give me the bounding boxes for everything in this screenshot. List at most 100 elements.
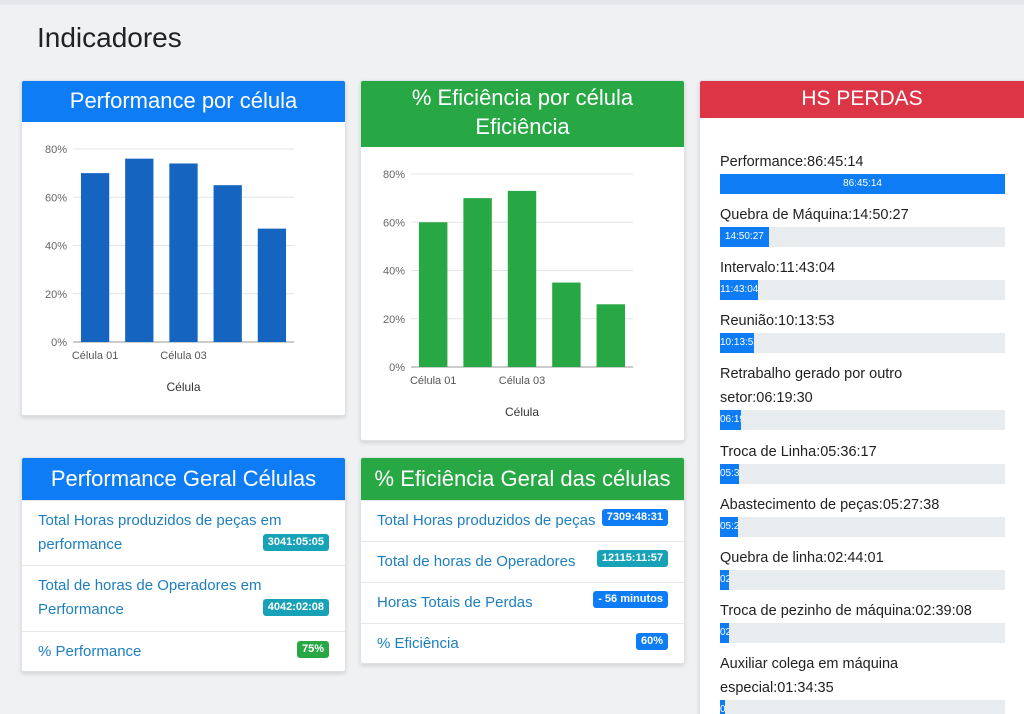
chart-bar[interactable] [463,198,492,367]
perda-progress-fill: 06:19:30 [720,410,741,430]
performance-bar-chart: 0% 20% 40% 60% 80% Célula 01 Célula 03 Célula [45,144,294,394]
list-item[interactable]: % Performance 75% [22,631,345,671]
perda-label: Intervalo:11:43:04 [720,256,1005,280]
efficiency-chart-header: % Eficiência por célula Eficiência [361,81,684,147]
y-tick-label: 0% [389,362,405,374]
chart-bar[interactable] [80,173,110,342]
value-badge: 3041:05:05 [262,534,329,551]
y-tick-label: 0% [51,337,67,349]
list-item-label: % Performance [38,643,142,660]
perda-label: Troca de Linha:05:36:17 [720,440,1005,464]
perda-progress-fill: 14:50:27 [720,227,769,247]
chart-bar[interactable] [257,228,287,342]
value-badge: 7309:48:31 [601,509,668,526]
list-item[interactable]: % Eficiência 60% [361,623,684,663]
efficiency-bar-chart: 0% 20% 40% 60% 80% Célula 01 Célula 03 Célula [383,169,633,419]
list-item[interactable]: Horas Totais de Perdas - 56 minutos [361,582,684,623]
x-tick-label: Célula 03 [499,375,545,387]
hs-perdas-header: HS PERDAS [700,81,1024,118]
list-item-label: Total Horas produzidos de peças [377,512,596,529]
perda-progress-bar: 05:36:17 [720,464,1005,484]
y-tick-label: 40% [45,241,67,253]
perda-item: Performance:86:45:14 86:45:14 [720,150,1005,194]
value-badge: - 56 minutos [593,591,668,608]
perda-item: Abastecimento de peças:05:27:38 05:27:38 [720,493,1005,537]
chart-bar[interactable] [552,282,581,367]
list-item-label: Total Horas produzidos de peças em perfo… [38,512,282,553]
perda-label: Retrabalho gerado por outro setor:06:19:3… [720,362,1005,410]
chart-bar[interactable] [169,163,198,342]
perda-progress-bar: 11:43:04 [720,280,1005,300]
y-tick-label: 60% [45,192,67,204]
efficiency-chart-card: % Eficiência por célula Eficiência 0% 20%… [360,80,685,441]
perda-label: Reunião:10:13:53 [720,309,1005,333]
perda-progress-bar: 06:19:30 [720,410,1005,430]
eficiencia-geral-header: % Eficiência Geral das células [361,458,684,500]
perda-item: Quebra de Máquina:14:50:27 14:50:27 [720,203,1005,247]
list-item[interactable]: Total de horas de Operadores em Performa… [22,565,345,631]
perda-progress-fill: 10:13:53 [720,333,754,353]
list-item[interactable]: Total Horas produzidos de peças em perfo… [22,500,345,565]
chart-bar[interactable] [213,185,242,342]
perda-item: Troca de pezinho de máquina:02:39:08 02:3… [720,599,1005,643]
perda-progress-fill: 01:34:35 [720,700,726,714]
perda-label: Quebra de linha:02:44:01 [720,546,1005,570]
x-tick-label: Célula 01 [410,375,456,387]
chart-bar[interactable] [125,158,154,342]
perda-label: Abastecimento de peças:05:27:38 [720,493,1005,517]
perda-progress-bar: 05:27:38 [720,517,1005,537]
perda-progress-bar: 02:39:08 [720,623,1005,643]
perda-progress-bar: 14:50:27 [720,227,1005,247]
list-item-label: Total de horas de Operadores em Performa… [38,577,262,618]
perda-item: Auxiliar colega em máquina especial:01:34… [720,652,1005,714]
chart-bar[interactable] [507,190,537,367]
perda-progress-fill: 05:36:17 [720,464,739,484]
perda-label-line: Intervalo:11:43:04 [720,260,836,276]
y-tick-label: 20% [45,289,67,301]
perda-label: Performance:86:45:14 [720,150,1005,174]
perda-label: Quebra de Máquina:14:50:27 [720,203,1005,227]
perda-label-line: especial:01:34:35 [720,680,834,696]
perda-label-line: Performance:86:45:14 [720,154,864,170]
perda-progress-fill: 02:44:01 [720,570,730,590]
value-badge: 75% [296,641,329,658]
perda-label-line: Troca de Linha:05:36:17 [720,444,877,460]
y-tick-label: 60% [383,217,405,229]
perda-label: Troca de pezinho de máquina:02:39:08 [720,599,1005,623]
perda-progress-fill: 86:45:14 [720,174,1005,194]
perda-label-line: Quebra de Máquina:14:50:27 [720,207,909,223]
perda-item: Reunião:10:13:53 10:13:53 [720,309,1005,353]
page-title: Indicadores [37,22,182,53]
list-item-label: % Eficiência [377,635,459,652]
performance-geral-header: Performance Geral Células [22,458,345,500]
efficiency-chart-subtitle: Eficiência [475,114,570,139]
y-tick-label: 80% [45,144,67,156]
perda-label-line: Retrabalho gerado por outro [720,366,903,382]
x-axis-label: Célula [166,380,200,394]
chart-bar[interactable] [596,304,626,367]
perda-label-line: Reunião:10:13:53 [720,313,835,329]
perda-progress-bar: 86:45:14 [720,174,1005,194]
perda-item: Quebra de linha:02:44:01 02:44:01 [720,546,1005,590]
perda-progress-fill: 05:27:38 [720,517,738,537]
perda-item: Troca de Linha:05:36:17 05:36:17 [720,440,1005,484]
list-item[interactable]: Total de horas de Operadores 12115:11:57 [361,541,684,582]
perda-label-line: setor:06:19:30 [720,390,813,406]
list-item[interactable]: Total Horas produzidos de peças 7309:48:… [361,500,684,541]
perda-label-line: Troca de pezinho de máquina:02:39:08 [720,603,972,619]
list-item-label: Total de horas de Operadores [377,553,576,570]
perda-progress-fill: 02:39:08 [720,623,729,643]
x-tick-label: Célula 03 [160,350,206,362]
y-tick-label: 40% [383,266,405,278]
performance-chart-header: Performance por célula [22,81,345,122]
x-tick-label: Célula 01 [72,350,118,362]
perda-label: Auxiliar colega em máquina especial:01:34… [720,652,1005,700]
perda-progress-fill: 11:43:04 [720,280,759,300]
y-tick-label: 80% [383,169,405,181]
perda-progress-bar: 01:34:35 [720,700,1005,714]
perda-item: Intervalo:11:43:04 11:43:04 [720,256,1005,300]
chart-bar[interactable] [418,222,448,367]
efficiency-chart-title: % Eficiência por célula [411,85,634,110]
perda-label-line: Quebra de linha:02:44:01 [720,550,884,566]
y-tick-label: 20% [383,314,405,326]
